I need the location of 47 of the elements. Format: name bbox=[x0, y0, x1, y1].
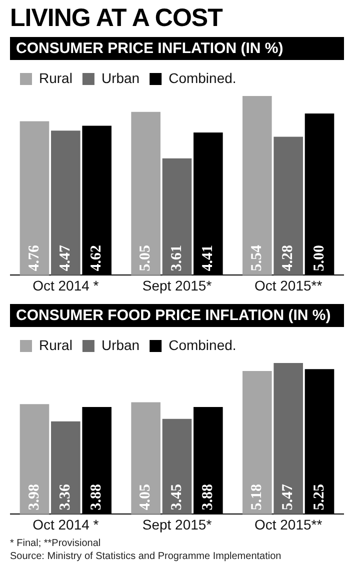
data-label: 4.05 bbox=[138, 484, 154, 510]
bar bbox=[20, 404, 50, 514]
data-label: 5.54 bbox=[249, 244, 266, 272]
x-tick-label: Sept 2015* bbox=[142, 277, 212, 294]
bar bbox=[242, 96, 272, 276]
x-tick-label: Sept 2015* bbox=[142, 516, 212, 532]
data-label: 4.47 bbox=[58, 244, 74, 272]
chart-title: LIVING AT A COST bbox=[10, 4, 224, 32]
legend-label: Urban bbox=[101, 70, 140, 86]
data-label: 5.05 bbox=[138, 244, 154, 272]
bar bbox=[51, 421, 80, 514]
data-label: 5.47 bbox=[280, 483, 296, 510]
legend-label: Combined. bbox=[168, 336, 236, 353]
x-tick-label: Oct 2014 * bbox=[32, 277, 100, 294]
data-label: 3.36 bbox=[58, 483, 74, 510]
legend-label: Urban bbox=[101, 336, 140, 353]
x-tick-label: Oct 2015** bbox=[254, 277, 323, 294]
bar bbox=[162, 418, 192, 514]
legend-label: Combined. bbox=[168, 70, 236, 86]
data-label: 4.76 bbox=[26, 244, 42, 272]
bar bbox=[131, 112, 160, 276]
data-label: 3.45 bbox=[168, 484, 185, 510]
data-label: 3.61 bbox=[168, 244, 185, 272]
text: * Final; **Provisional bbox=[10, 537, 102, 550]
data-label: 3.98 bbox=[26, 484, 42, 510]
legend-label: Rural bbox=[39, 70, 72, 86]
data-label: 4.28 bbox=[280, 244, 296, 272]
data-label: 5.18 bbox=[249, 484, 266, 510]
bar bbox=[242, 371, 272, 514]
data-label: 5.25 bbox=[311, 484, 328, 510]
data-label: 3.88 bbox=[88, 484, 105, 510]
chart-title: CONSUMER FOOD PRICE INFLATION (IN %) bbox=[10, 304, 344, 327]
chart-subtitle: CONSUMER PRICE INFLATION (IN %) bbox=[10, 37, 344, 60]
x-tick-label: Oct 2014 * bbox=[32, 516, 100, 532]
legend-label: Rural bbox=[39, 336, 72, 353]
data-label: 3.88 bbox=[200, 484, 216, 510]
data-label: 4.41 bbox=[200, 244, 216, 272]
source-note: Source: Ministry of Statistics and Programme Implementation bbox=[10, 550, 282, 563]
data-label: 4.62 bbox=[88, 244, 105, 272]
bar bbox=[274, 136, 303, 276]
bar bbox=[131, 402, 160, 514]
bar bbox=[274, 363, 303, 514]
data-label: 5.00 bbox=[311, 244, 328, 272]
x-tick-label: Oct 2015** bbox=[254, 516, 323, 532]
bar bbox=[51, 130, 80, 276]
bar bbox=[162, 158, 192, 276]
bar bbox=[20, 121, 50, 276]
